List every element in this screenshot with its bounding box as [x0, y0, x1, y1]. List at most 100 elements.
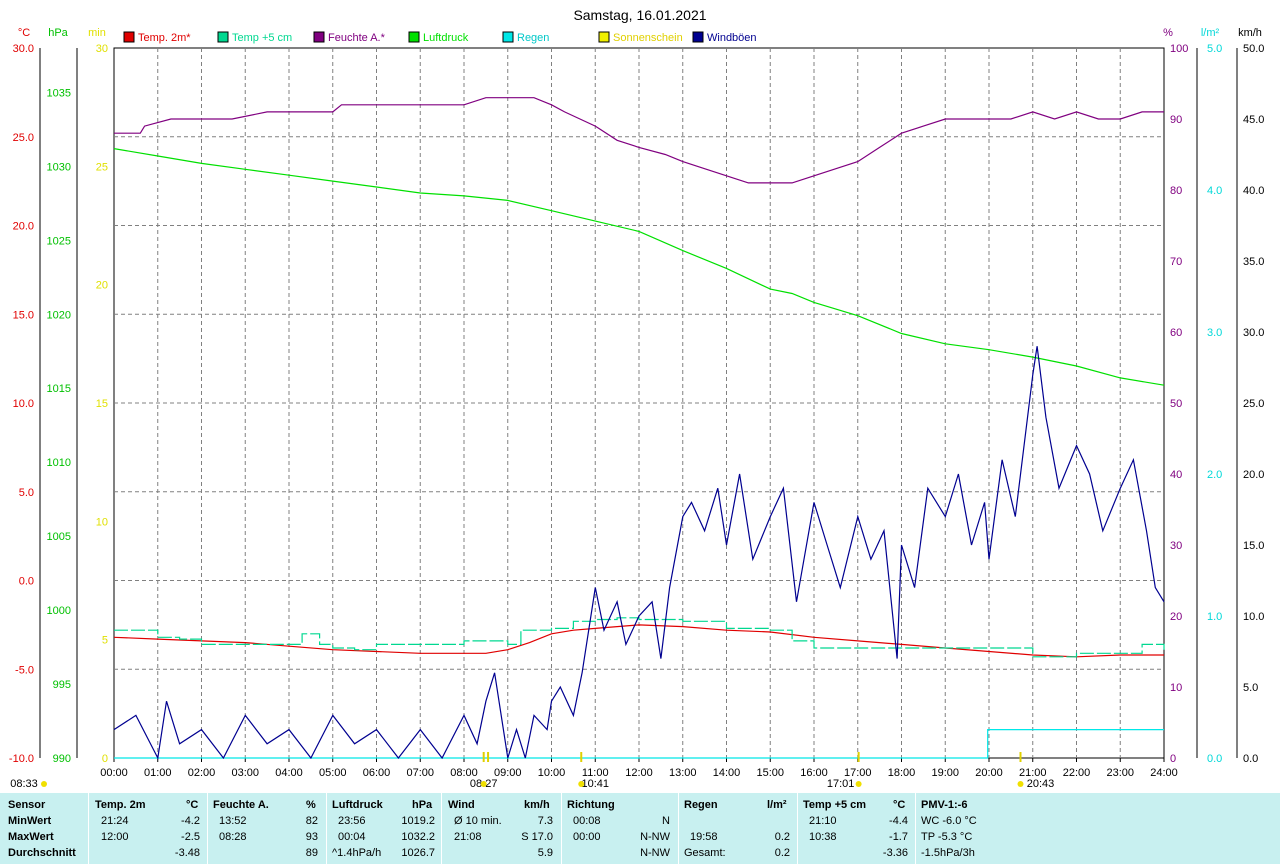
header-feuchte: Feuchte A. [213, 799, 269, 811]
series-feuchte-a [114, 97, 1164, 184]
humidity-unit-label: % [1163, 27, 1173, 39]
richtung-min-value: N [662, 815, 670, 827]
series-regen [114, 728, 1164, 759]
minutes-axis-tick-label: 10 [96, 516, 108, 528]
minutes-unit-label: min [88, 27, 106, 39]
x-tick-label: 23:00 [1106, 767, 1134, 779]
x-tick-label: 06:00 [363, 767, 391, 779]
richtung-avg-value: N-NW [640, 847, 670, 859]
header-luftdruck: Luftdruck [332, 799, 383, 811]
richtung-min-time: 00:08 [573, 815, 601, 827]
legend-swatch [692, 31, 704, 43]
x-tick-label: 21:00 [1019, 767, 1047, 779]
temp-axis-tick-label: 5.0 [19, 487, 34, 499]
x-tick-label: 20:00 [975, 767, 1003, 779]
wind-axis-tick-label: 50.0 [1243, 43, 1264, 55]
pressure-axis-tick-label: 1035 [47, 87, 71, 99]
minutes-axis-tick-label: 30 [96, 43, 108, 55]
humidity-axis-tick-label: 30 [1170, 540, 1182, 552]
pressure-axis-tick-label: 1005 [47, 531, 71, 543]
x-tick-label: 14:00 [713, 767, 741, 779]
temp-axis-tick-label: 15.0 [13, 309, 34, 321]
rain-axis-tick-label: 1.0 [1207, 611, 1222, 623]
rain-axis-tick-label: 0.0 [1207, 753, 1222, 765]
minutes-axis-tick-label: 5 [102, 635, 108, 647]
wind-avg10-value: 7.3 [537, 815, 553, 827]
minutes-axis-tick-label: 25 [96, 161, 108, 173]
pressure-axis-tick-label: 1020 [47, 309, 71, 321]
x-tick-label: 19:00 [931, 767, 959, 779]
luftdruck-max-time: 00:04 [338, 831, 366, 843]
temp-axis-tick-label: -5.0 [15, 664, 34, 676]
richtung-max-time: 00:00 [573, 831, 601, 843]
temp2m-min-value: -4.2 [181, 815, 200, 827]
header-richtung: Richtung [567, 799, 615, 811]
humidity-axis-tick-label: 50 [1170, 398, 1182, 410]
row-label-min: MinWert [8, 815, 52, 827]
temp-axis-tick-label: 0.0 [19, 576, 34, 588]
legend: Temp. 2m* Temp +5 cm Feuchte A.* Luftdruck R… [123, 31, 757, 44]
x-tick-label: 22:00 [1063, 767, 1091, 779]
regen-total-label: Gesamt: [684, 847, 726, 859]
pressure-axis-tick-label: 990 [53, 753, 71, 765]
series-layer [113, 97, 1165, 760]
sun-icon [480, 781, 487, 787]
x-tick-label: 16:00 [800, 767, 828, 779]
wind-axis-tick-label: 30.0 [1243, 327, 1264, 339]
humidity-axis-tick-label: 80 [1170, 185, 1182, 197]
pressure-axis-tick-label: 1000 [47, 605, 71, 617]
humidity-axis-tick-label: 70 [1170, 256, 1182, 268]
column-separator [797, 793, 798, 864]
temp2m-max-value: -2.5 [181, 831, 200, 843]
pressure-axis-tick-label: 1025 [47, 235, 71, 247]
marker-label: 10:41 [581, 778, 609, 790]
richtung-max-value: N-NW [640, 831, 670, 843]
pressure-axis-tick-label: 995 [53, 679, 71, 691]
header-wind-unit: km/h [524, 799, 550, 811]
x-tick-label: 07:00 [406, 767, 434, 779]
temp-axis-tick-label: 20.0 [13, 221, 34, 233]
feuchte-min-value: 82 [305, 815, 318, 827]
left-axes: -10.0 -5.0 0.0 5.0 10.0 15.0 20.0 25.0 30.0 990 99… [9, 43, 108, 765]
marker-label: 17:01 [827, 778, 855, 790]
header-temp5cm-unit: °C [893, 799, 906, 811]
legend-label: Regen [517, 32, 549, 44]
marker-label: 20:43 [1027, 778, 1055, 790]
regen-max-value: 0.2 [774, 831, 790, 843]
legend-label: Luftdruck [423, 32, 469, 44]
minutes-axis-tick-label: 15 [96, 398, 108, 410]
sun-icon [578, 781, 585, 787]
feuchte-min-time: 13:52 [219, 815, 247, 827]
header-temp5cm: Temp +5 cm [803, 799, 867, 811]
minutes-axis-tick-label: 0 [102, 753, 108, 765]
x-tick-label: 08:00 [450, 767, 478, 779]
rain-unit-label: l/m² [1201, 27, 1220, 39]
x-tick-label: 13:00 [669, 767, 697, 779]
luftdruck-trend: ^1.4hPa/h [332, 847, 382, 859]
rain-axis-tick-label: 5.0 [1207, 43, 1222, 55]
temp-axis-tick-label: 30.0 [13, 43, 34, 55]
regen-total-value: 0.2 [774, 847, 790, 859]
humidity-axis-tick-label: 90 [1170, 114, 1182, 126]
pmv-pressure-trend: -1.5hPa/3h [921, 847, 975, 859]
humidity-axis-tick-label: 20 [1170, 611, 1182, 623]
header-temp2m-unit: °C [186, 799, 199, 811]
pressure-unit-label: hPa [48, 27, 68, 39]
humidity-axis-tick-label: 10 [1170, 682, 1182, 694]
pmv-windchill: WC -6.0 °C [921, 815, 977, 827]
pressure-axis-tick-label: 1010 [47, 457, 71, 469]
x-tick-label: 18:00 [888, 767, 916, 779]
wind-avg-value: 5.9 [537, 847, 553, 859]
temp5cm-min-value: -4.4 [889, 815, 908, 827]
series-temp-2m [113, 624, 1164, 658]
luftdruck-avg-value: 1026.7 [401, 847, 435, 859]
column-separator [441, 793, 442, 864]
rain-axis-tick-label: 3.0 [1207, 327, 1222, 339]
row-label-max: MaxWert [8, 831, 54, 843]
minutes-axis-tick-label: 20 [96, 280, 108, 292]
temp5cm-min-time: 21:10 [809, 815, 837, 827]
wind-axis-tick-label: 40.0 [1243, 185, 1264, 197]
x-tick-label: 02:00 [188, 767, 216, 779]
header-regen: Regen [684, 799, 718, 811]
pressure-axis-tick-label: 1015 [47, 383, 71, 395]
